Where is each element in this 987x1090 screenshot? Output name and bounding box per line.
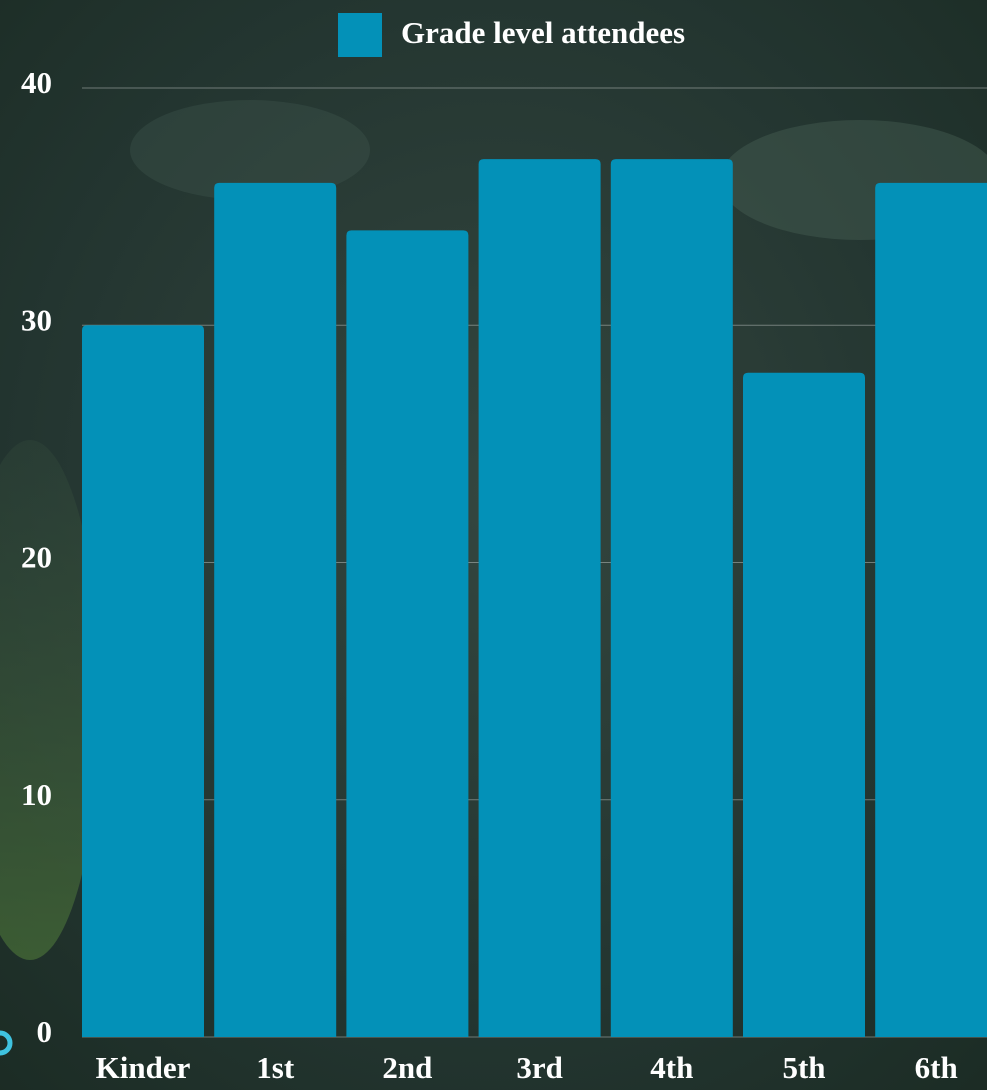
y-tick-label: 20 <box>21 540 52 575</box>
x-tick-label: 6th <box>915 1050 958 1085</box>
x-tick-label: Kinder <box>96 1050 191 1085</box>
bar <box>478 159 601 1038</box>
background-leaf <box>130 100 370 200</box>
y-tick-label: 30 <box>21 302 52 337</box>
y-tick-label: 0 <box>37 1014 53 1049</box>
bars <box>82 159 987 1038</box>
labels: 0 10 20 30 40 Grade level attendees Kinder 1st 2… <box>21 13 958 1085</box>
x-tick-label: 4th <box>650 1050 693 1085</box>
x-tick-label: 1st <box>256 1050 295 1085</box>
x-tick-label: 3rd <box>516 1050 563 1085</box>
legend-swatch <box>338 13 382 57</box>
bar <box>346 230 469 1038</box>
bar <box>82 325 204 1037</box>
decoration-circle <box>0 1030 13 1056</box>
background-leaf <box>0 440 100 960</box>
bar <box>743 372 865 1037</box>
bar <box>214 182 337 1037</box>
x-tick-label: 2nd <box>382 1050 432 1085</box>
legend-label: Grade level attendees <box>401 15 685 50</box>
bar <box>875 182 987 1037</box>
x-tick-label: 5th <box>782 1050 825 1085</box>
bar <box>610 159 733 1038</box>
y-tick-label: 40 <box>21 65 52 100</box>
y-tick-label: 10 <box>21 777 52 812</box>
